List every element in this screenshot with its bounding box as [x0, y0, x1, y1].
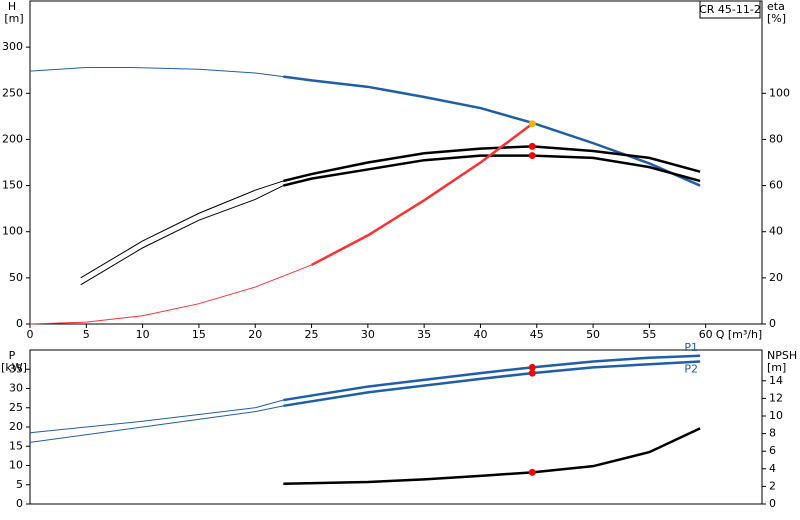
y-tick-label: 20 — [9, 420, 23, 433]
y2-tick-label: 2 — [769, 479, 776, 492]
x-tick-label: 35 — [417, 328, 431, 341]
x-tick-label: 45 — [530, 328, 544, 341]
series-label: P2 — [684, 363, 698, 376]
x-tick-label: 10 — [136, 328, 150, 341]
x-tick-label: 25 — [305, 328, 319, 341]
y-tick-label: 50 — [9, 271, 23, 284]
y2-tick-label: 14 — [769, 374, 783, 387]
y2-tick-label: 10 — [769, 409, 783, 422]
y-tick-label: 100 — [2, 225, 23, 238]
y2-tick-label: 12 — [769, 391, 783, 404]
y2-axis-label: eta — [767, 0, 785, 13]
y2-tick-label: 8 — [769, 427, 776, 440]
y2-tick-label: 100 — [769, 86, 790, 99]
y-tick-label: 200 — [2, 132, 23, 145]
y2-tick-label: 40 — [769, 225, 783, 238]
x-tick-label: 60 — [699, 328, 713, 341]
curve-thick — [283, 427, 701, 486]
annotation: CR 45-11-2 — [699, 3, 761, 16]
y2-axis-label: NPSH — [767, 349, 797, 362]
y-tick-label: 30 — [9, 382, 23, 395]
x-tick-label: 30 — [361, 328, 375, 341]
operating-point — [528, 142, 536, 150]
y-axis-unit: [m] — [4, 12, 23, 25]
y2-tick-label: 6 — [769, 444, 776, 457]
y-tick-label: 15 — [9, 439, 23, 452]
y-tick-label: 250 — [2, 86, 23, 99]
operating-point — [528, 363, 536, 371]
y-tick-label: 5 — [16, 478, 23, 491]
y-tick-label: 35 — [9, 362, 23, 375]
y-tick-label: 300 — [2, 40, 23, 53]
operating-point — [528, 152, 536, 160]
y2-axis-unit: [m] — [767, 361, 786, 374]
y-tick-label: 150 — [2, 179, 23, 192]
y2-tick-label: 0 — [769, 497, 776, 510]
curve-thick — [283, 75, 701, 187]
series-label: P1 — [684, 341, 698, 354]
curve-thick — [310, 122, 534, 267]
x-tick-label: 5 — [83, 328, 90, 341]
x-axis-label: Q [m³/h] — [716, 328, 763, 341]
curve — [29, 66, 701, 187]
x-tick-label: 20 — [248, 328, 262, 341]
y2-tick-label: 80 — [769, 132, 783, 145]
y-tick-label: 25 — [9, 401, 23, 414]
curve-thick — [283, 145, 701, 183]
curve — [29, 123, 533, 325]
plot-frame — [29, 0, 763, 325]
curve-thick — [283, 360, 701, 408]
y-tick-label: 0 — [16, 497, 23, 510]
y-axis-unit: [kW] — [1, 361, 27, 374]
x-tick-label: 0 — [27, 328, 34, 341]
y-axis-label: P — [9, 349, 16, 362]
y2-tick-label: 0 — [769, 317, 776, 330]
operating-point — [528, 369, 536, 377]
y-axis-label: H — [8, 0, 16, 13]
y2-tick-label: 60 — [769, 179, 783, 192]
curve-thick — [283, 154, 701, 187]
y2-axis-unit: [%] — [767, 12, 786, 25]
curve — [29, 361, 701, 443]
x-tick-label: 50 — [586, 328, 600, 341]
y2-tick-label: 4 — [769, 462, 776, 475]
y2-tick-label: 20 — [769, 271, 783, 284]
operating-point — [528, 468, 536, 476]
x-tick-label: 40 — [473, 328, 487, 341]
y-tick-label: 10 — [9, 459, 23, 472]
y-tick-label: 0 — [16, 317, 23, 330]
x-tick-label: 55 — [642, 328, 656, 341]
operating-point — [528, 120, 536, 128]
x-tick-label: 15 — [192, 328, 206, 341]
